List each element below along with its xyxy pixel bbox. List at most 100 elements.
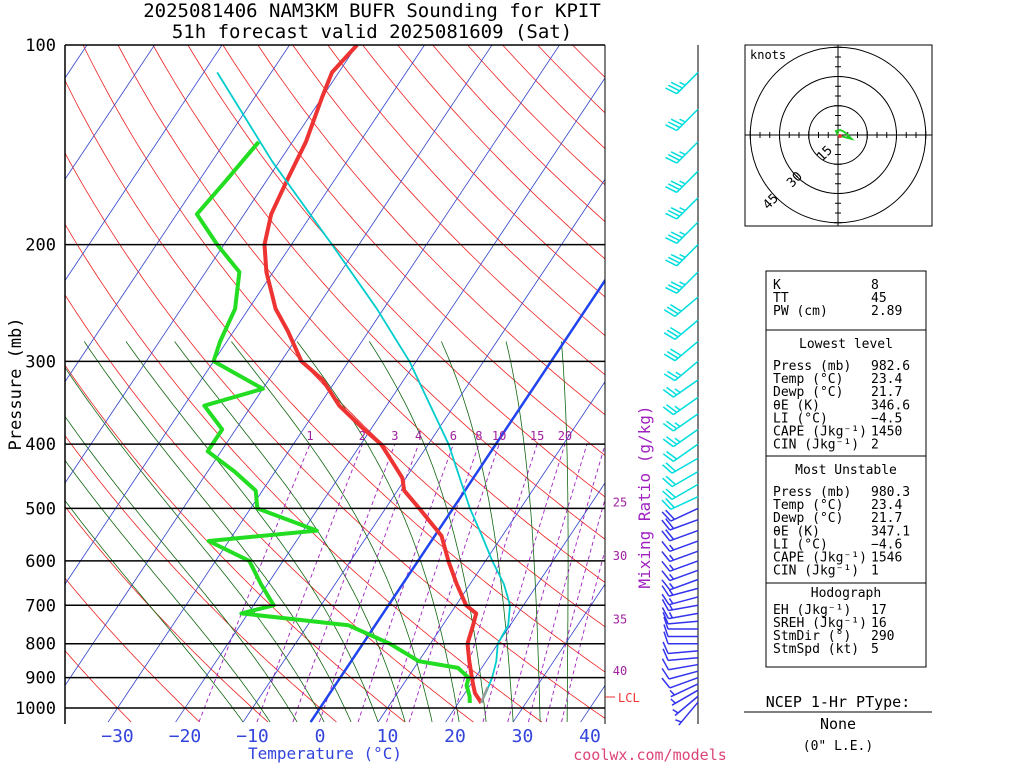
most-unstable-heading: Most Unstable [795, 463, 897, 478]
mixing-ratio-label: 1 [306, 429, 313, 443]
moist-adiabat [296, 341, 460, 723]
wind-barb [669, 683, 699, 698]
wind-barb [662, 641, 699, 655]
mixing-ratio-line [545, 497, 605, 723]
dry-adiabat [187, 45, 605, 498]
pressure-tick-400: 400 [25, 435, 56, 455]
mu-label: Press (mb) [773, 485, 851, 500]
mixing-ratio-axis-label: Mixing Ratio (g/kg) [635, 405, 654, 588]
temperature-tick: −10 [236, 726, 269, 747]
dry-adiabat [292, 45, 605, 376]
wind-barb [663, 624, 699, 638]
pressure-tick-500: 500 [25, 499, 56, 519]
mixing-ratio-line [507, 444, 588, 723]
wind-barb [665, 141, 699, 164]
moist-adiabat [231, 341, 433, 723]
mixing-ratio-line [318, 444, 420, 723]
wind-barb [662, 443, 699, 463]
parcel-path [216, 71, 511, 704]
wind-barb [661, 593, 699, 606]
wind-barb [661, 560, 699, 572]
wind-barb [662, 612, 699, 625]
mu-label: Dewp (°C) [773, 511, 843, 526]
temperature-tick: 10 [377, 726, 399, 747]
wind-barb [661, 495, 699, 510]
wind-barb [665, 244, 699, 267]
wind-barb [663, 631, 699, 645]
wind-barb [662, 379, 699, 398]
dry-adiabat [82, 45, 605, 628]
mixing-ratio-label: 40 [613, 664, 627, 678]
isotherm [65, 45, 291, 383]
wind-barb [665, 108, 699, 132]
isotherm [445, 482, 605, 723]
hodo-value: 16 [871, 616, 887, 631]
mixing-ratio-label: 8 [475, 429, 482, 443]
pressure-tick-700: 700 [25, 596, 56, 616]
index-label: K [773, 278, 781, 293]
index-label: PW (cm) [773, 304, 828, 319]
mu-value: 347.1 [871, 524, 910, 539]
mu-value: 21.7 [871, 511, 902, 526]
mu-label: Temp (°C) [773, 498, 843, 513]
lowest-label: θE (K) [773, 398, 820, 413]
wind-barb [663, 616, 699, 630]
pressure-axis-label: Pressure (mb) [6, 317, 26, 450]
isotherm [175, 77, 605, 723]
mu-label: LI (°C) [773, 537, 828, 552]
dry-adiabat [65, 650, 132, 723]
mixing-ratio-line [357, 444, 454, 723]
mixing-ratio-line [561, 548, 605, 723]
mixing-ratio-label: 4 [415, 429, 422, 443]
mixing-ratio-line [408, 444, 500, 723]
mixing-ratio-label: 30 [613, 549, 627, 563]
lcl-label: LCL [618, 691, 640, 705]
lowest-value: 2 [871, 438, 879, 453]
wind-barb [661, 529, 699, 542]
index-label: TT [773, 291, 789, 306]
temperature-profile [262, 45, 483, 704]
mixing-ratio-line [527, 444, 605, 723]
hodo-value: 290 [871, 629, 894, 644]
wind-barb [665, 221, 699, 244]
isotherm [242, 178, 605, 723]
mu-value: 1 [871, 564, 879, 579]
wind-barb [661, 585, 699, 597]
hodo-value: 17 [871, 603, 887, 618]
lowest-label: Temp (°C) [773, 372, 843, 387]
wind-barb [665, 197, 699, 220]
mixing-ratio-line [482, 444, 566, 723]
wind-barb [661, 540, 699, 553]
wind-barb [661, 518, 699, 531]
wind-barb [662, 396, 699, 416]
wind-barb [661, 676, 699, 689]
wind-barb [661, 607, 699, 620]
mixing-ratio-line [256, 444, 363, 723]
dry-adiabat [222, 45, 605, 456]
wind-barb [662, 648, 699, 662]
lowest-label: CAPE (Jkg⁻¹) [773, 425, 867, 440]
lowest-label: LI (°C) [773, 411, 828, 426]
isotherm [65, 45, 493, 687]
mu-label: CAPE (Jkg⁻¹) [773, 551, 867, 566]
pressure-tick-800: 800 [25, 635, 56, 655]
isotherm [512, 583, 605, 723]
mu-value: 980.3 [871, 485, 910, 500]
hodo-label: StmSpd (kt) [773, 642, 859, 657]
moist-adiabat [441, 341, 514, 723]
dry-adiabat [65, 505, 269, 723]
lowest-label: Dewp (°C) [773, 385, 843, 400]
mixing-ratio-label: 20 [558, 429, 572, 443]
moist-adiabat [368, 341, 487, 723]
temperature-tick: 40 [579, 726, 601, 747]
mixing-ratio-line [451, 444, 538, 723]
wind-barb [675, 701, 699, 726]
pressure-tick-100: 100 [25, 36, 56, 56]
mixing-ratio-label: 35 [613, 612, 627, 626]
moist-adiabat [561, 341, 569, 722]
moist-adiabat [65, 366, 325, 723]
wind-barb [665, 71, 699, 95]
wind-barb [665, 170, 699, 194]
dry-adiabat [65, 294, 474, 723]
moist-adiabat [65, 459, 271, 723]
